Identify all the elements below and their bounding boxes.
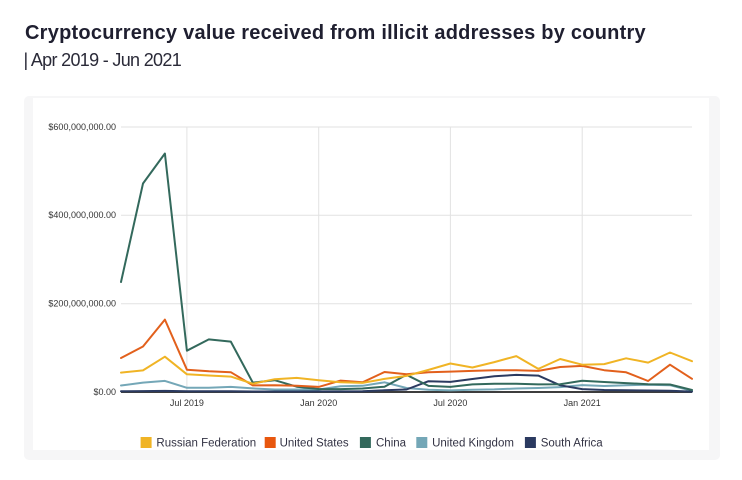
svg-text:$400,000,000.00: $400,000,000.00 xyxy=(48,210,116,220)
svg-text:South Africa: South Africa xyxy=(541,438,604,450)
svg-text:China: China xyxy=(376,438,407,450)
svg-text:$200,000,000.00: $200,000,000.00 xyxy=(48,299,116,309)
svg-text:United States: United States xyxy=(280,438,349,450)
svg-text:Jul 2020: Jul 2020 xyxy=(433,398,467,408)
svg-text:Russian Federation: Russian Federation xyxy=(156,438,256,450)
svg-text:Jan 2020: Jan 2020 xyxy=(300,398,337,408)
svg-text:$0.00: $0.00 xyxy=(93,387,116,397)
svg-text:Jul 2019: Jul 2019 xyxy=(170,398,204,408)
svg-text:United Kingdom: United Kingdom xyxy=(432,438,514,450)
svg-text:Jan 2021: Jan 2021 xyxy=(564,398,601,408)
svg-text:$600,000,000.00: $600,000,000.00 xyxy=(48,122,116,132)
